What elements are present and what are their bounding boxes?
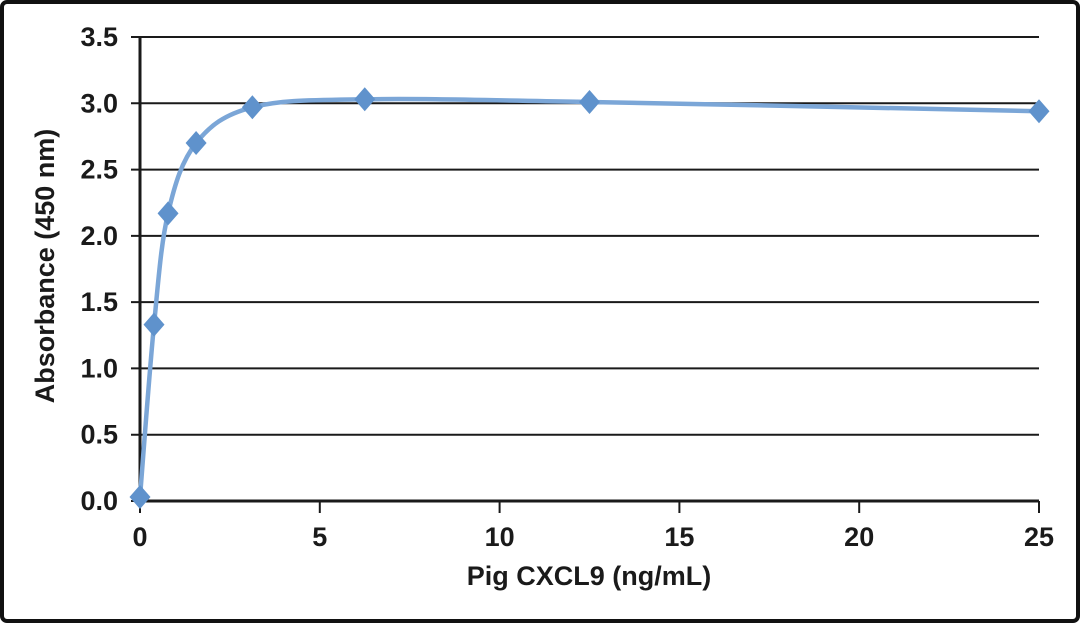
- x-tick-label: 15: [664, 522, 694, 552]
- x-tick-label: 10: [485, 522, 515, 552]
- y-tick-label: 3.0: [80, 88, 118, 118]
- x-tick-label: 25: [1024, 522, 1054, 552]
- x-tick-label: 20: [844, 522, 874, 552]
- x-tick-label: 0: [132, 522, 147, 552]
- y-tick-label: 1.5: [80, 287, 118, 317]
- data-point-marker: [185, 131, 207, 156]
- x-axis-label: Pig CXCL9 (ng/mL): [467, 561, 712, 591]
- y-tick-label: 3.5: [80, 22, 118, 52]
- data-point-marker: [579, 89, 600, 114]
- elisa-standard-curve-chart: 0.0 0.5 1.0 1.5 2.0 2.5 3.0 3.5 0 5 10 15 20 25 Pig …: [30, 22, 1054, 591]
- y-tick-label: 0.0: [80, 486, 118, 516]
- data-point-marker: [157, 201, 179, 226]
- y-tick-label: 2.0: [80, 221, 118, 251]
- series-line: [137, 96, 1042, 500]
- data-point-marker: [354, 87, 376, 112]
- axes: [138, 37, 1039, 503]
- standard-curve-line: [137, 96, 1042, 500]
- y-tick-label: 0.5: [80, 420, 118, 450]
- data-point-marker: [241, 95, 263, 120]
- y-tick-label: 2.5: [80, 155, 118, 185]
- y-axis-label: Absorbance (450 nm): [30, 129, 60, 404]
- series-markers: [129, 87, 1050, 510]
- x-tick-labels: 0 5 10 15 20 25: [132, 522, 1054, 552]
- x-tick-marks: [139, 501, 1040, 513]
- data-point-marker: [129, 485, 151, 510]
- y-tick-label: 1.0: [80, 353, 118, 383]
- x-tick-label: 5: [312, 522, 327, 552]
- data-point-marker: [1028, 99, 1050, 124]
- y-tick-labels: 0.0 0.5 1.0 1.5 2.0 2.5 3.0 3.5: [80, 22, 118, 516]
- data-point-marker: [143, 312, 165, 337]
